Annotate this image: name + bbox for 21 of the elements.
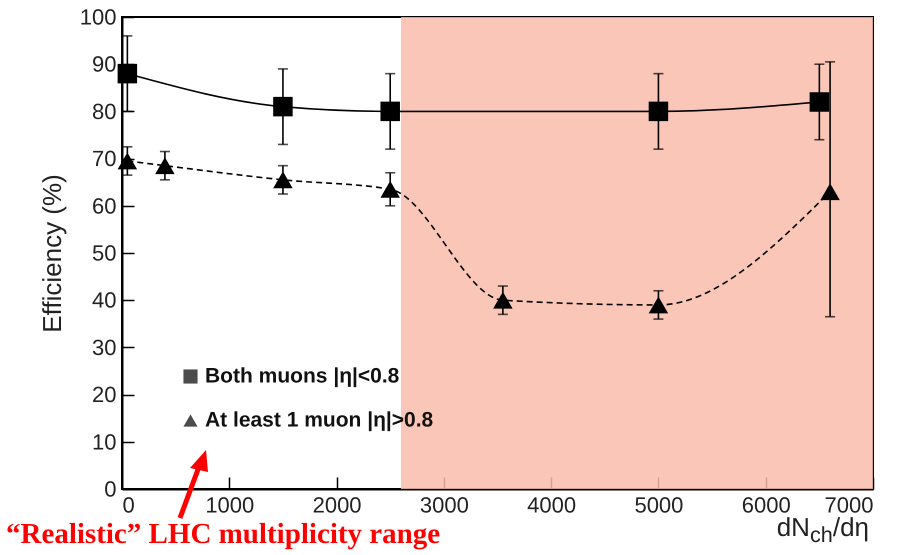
- y-tick-label: 30: [92, 334, 116, 360]
- x-tick-label: 0: [122, 492, 135, 518]
- y-tick-label: 80: [92, 98, 116, 124]
- x-tick-label: 1000: [205, 492, 254, 518]
- text: “Realistic” LHC multiplicity range: [6, 518, 440, 551]
- y-tick-label: 100: [80, 4, 116, 30]
- y-tick-label: 0: [104, 476, 116, 502]
- y-tick-label: 90: [92, 52, 116, 77]
- y-tick-label: 70: [92, 146, 116, 172]
- legend-label: At least 1 muon |η|>0.8: [205, 408, 434, 432]
- legend-label: Both muons |η|<0.8: [205, 364, 400, 388]
- x-tick-label: 3000: [420, 492, 469, 518]
- y-tick-label: 60: [92, 193, 116, 218]
- x-tick-label: 5000: [634, 492, 684, 518]
- x-tick-label: 4000: [527, 492, 576, 518]
- y-tick-label: 50: [92, 240, 116, 266]
- y-axis-title: Efficiency (%): [36, 174, 67, 333]
- y-tick-label: 40: [92, 288, 116, 313]
- y-tick-label: 20: [92, 382, 116, 408]
- y-tick-label: 10: [92, 429, 116, 454]
- x-tick-label: 2000: [312, 492, 362, 518]
